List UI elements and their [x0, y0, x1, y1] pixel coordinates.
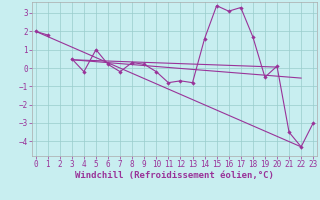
X-axis label: Windchill (Refroidissement éolien,°C): Windchill (Refroidissement éolien,°C): [75, 171, 274, 180]
